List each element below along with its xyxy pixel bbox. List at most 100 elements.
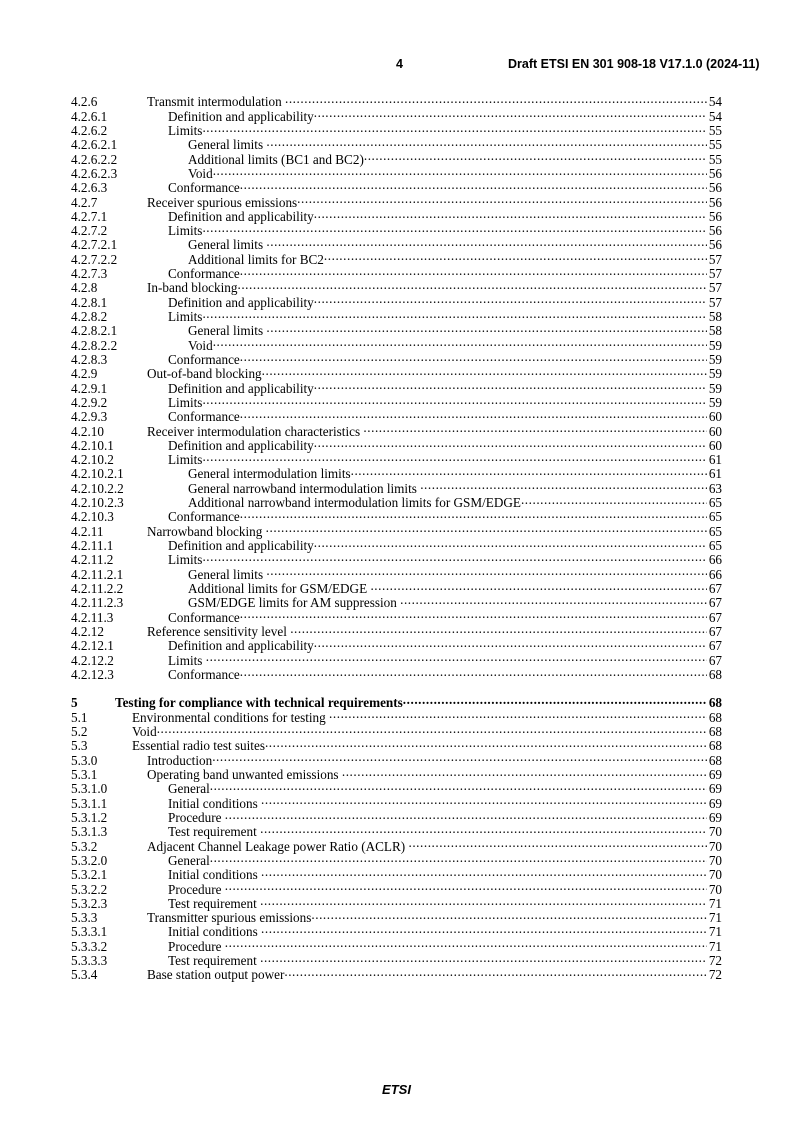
toc-entry-title: General narrowband intermodulation limit… xyxy=(188,480,417,496)
toc-entry[interactable]: 4.2.6.2.3 Void 56 xyxy=(71,164,722,181)
toc-entry[interactable]: 5.3.2.3 Test requirement 71 xyxy=(71,894,722,911)
toc-entry-number: 4.2.9.3 xyxy=(71,409,108,425)
toc-dot-leader xyxy=(260,822,707,836)
toc-entry-title: Conformance xyxy=(168,266,240,282)
toc-entry[interactable]: 5.3.3.2 Procedure 71 xyxy=(71,936,722,953)
toc-entry[interactable]: 4.2.6.2 Limits 55 xyxy=(71,121,722,138)
toc-entry[interactable]: 4.2.7 Receiver spurious emissions 56 xyxy=(71,192,722,209)
toc-entry[interactable]: 4.2.7.2 Limits 56 xyxy=(71,221,722,238)
toc-entry[interactable]: 5.3.3.3 Test requirement 72 xyxy=(71,951,722,969)
toc-entry[interactable]: 5.3.1.2 Procedure 69 xyxy=(71,808,722,825)
toc-entry[interactable]: 4.2.12 Reference sensitivity level 67 xyxy=(71,622,722,639)
toc-entry[interactable]: 5.3.1.0 General 69 xyxy=(71,779,722,796)
toc-entry[interactable]: 4.2.8.2.2 Void 59 xyxy=(71,335,722,352)
toc-entry[interactable]: 4.2.10 Receiver intermodulation character… xyxy=(71,421,722,438)
toc-entry[interactable]: 4.2.10.2.3 Additional narrowband intermod… xyxy=(71,493,722,510)
toc-entry[interactable]: 4.2.9 Out-of-band blocking 59 xyxy=(71,364,722,382)
toc-entry-page-number: 59 xyxy=(708,394,722,410)
toc-entry[interactable]: 4.2.12.3 Conformance 68 xyxy=(71,665,722,682)
toc-entry[interactable]: 5.3.2.0 General 70 xyxy=(71,851,722,868)
toc-entry-page-number: 68 xyxy=(708,695,722,711)
toc-entry-page-number: 71 xyxy=(708,924,722,940)
toc-entry[interactable]: 4.2.10.2 Limits 61 xyxy=(71,450,722,467)
toc-dot-leader xyxy=(364,149,707,163)
toc-entry[interactable]: 4.2.6.3 Conformance 56 xyxy=(71,178,722,195)
toc-entry[interactable]: 4.2.6 Transmit intermodulation 54 xyxy=(71,92,722,109)
toc-entry-title: Limits xyxy=(168,122,203,138)
toc-entry[interactable]: 4.2.10.2.1 General intermodulation limits… xyxy=(71,464,722,481)
toc-dot-leader xyxy=(260,894,707,908)
toc-entry[interactable]: 4.2.7.3 Conformance 57 xyxy=(71,264,722,282)
toc-dot-leader xyxy=(314,636,707,650)
toc-entry-page-number: 59 xyxy=(708,337,722,353)
toc-entry[interactable]: 4.2.8.2 Limits 58 xyxy=(71,307,722,324)
toc-entry-title: Test requirement xyxy=(168,824,257,840)
toc-dot-leader xyxy=(408,836,707,850)
toc-entry-page-number: 57 xyxy=(708,294,722,310)
toc-dot-leader xyxy=(240,507,707,521)
toc-entry[interactable]: 4.2.11.2.2 Additional limits for GSM/EDGE… xyxy=(71,579,722,596)
toc-entry-title: Test requirement xyxy=(168,953,257,969)
toc-entry[interactable]: 4.2.7.2.1 General limits 56 xyxy=(71,235,722,253)
toc-dot-leader xyxy=(314,436,707,450)
toc-entry[interactable]: 4.2.10.2.2 General narrowband intermodula… xyxy=(71,478,722,495)
toc-entry[interactable]: 5 Testing for compliance with technical r… xyxy=(71,693,722,711)
toc-entry-number: 4.2.7 xyxy=(71,194,98,210)
toc-dot-leader xyxy=(240,665,707,679)
toc-dot-leader xyxy=(202,121,707,135)
toc-dot-leader xyxy=(400,593,707,607)
toc-entry[interactable]: 4.2.11.2.3 GSM/EDGE limits for AM suppres… xyxy=(71,593,722,610)
toc-entry-page-number: 72 xyxy=(708,953,722,969)
toc-entry-number: 5.3.1 xyxy=(71,767,98,782)
toc-entry[interactable]: 4.2.10.3 Conformance 65 xyxy=(71,507,722,524)
toc-entry-page-number: 56 xyxy=(708,194,722,210)
toc-entry[interactable]: 4.2.6.2.2 Additional limits (BC1 and BC2)… xyxy=(71,149,722,166)
toc-entry[interactable]: 5.3.2.2 Procedure 70 xyxy=(71,879,722,896)
toc-entry-number: 4.2.8.2 xyxy=(71,309,108,324)
toc-entry-number: 4.2.7.1 xyxy=(71,208,108,224)
toc-entry[interactable]: 4.2.8 In-band blocking 57 xyxy=(71,278,722,295)
toc-dot-leader xyxy=(202,450,707,464)
toc-entry[interactable]: 5.2 Void 68 xyxy=(71,722,722,739)
toc-entry[interactable]: 4.2.11.2.1 General limits 66 xyxy=(71,564,722,581)
toc-entry[interactable]: 5.3.2 Adjacent Channel Leakage power Rati… xyxy=(71,836,722,853)
toc-entry-page-number: 58 xyxy=(708,309,722,324)
toc-entry[interactable]: 4.2.6.2.1 General limits 55 xyxy=(71,135,722,153)
toc-entry-number: 5.3.3 xyxy=(71,910,98,926)
toc-dot-leader xyxy=(225,879,707,893)
toc-entry-title: Procedure xyxy=(168,809,222,825)
toc-entry-number: 4.2.7.2.1 xyxy=(71,237,118,253)
toc-dot-leader xyxy=(206,650,707,664)
toc-entry[interactable]: 5.3.4 Base station output power 72 xyxy=(71,965,722,982)
toc-entry[interactable]: 4.2.9.2 Limits 59 xyxy=(71,393,722,410)
toc-entry[interactable]: 4.2.12.2 Limits 67 xyxy=(71,650,722,667)
toc-entry[interactable]: 4.2.11.3 Conformance 67 xyxy=(71,607,722,624)
toc-entry[interactable]: 5.3.1.3 Test requirement 70 xyxy=(71,822,722,840)
toc-entry-number: 5.3.2.2 xyxy=(71,881,108,897)
toc-entry[interactable]: 4.2.8.3 Conformance 59 xyxy=(71,350,722,367)
toc-entry[interactable]: 4.2.11.2 Limits 66 xyxy=(71,550,722,567)
toc-entry-number: 4.2.10.1 xyxy=(71,437,114,453)
toc-entry[interactable]: 5.3.0 Introduction 68 xyxy=(71,750,722,767)
toc-entry[interactable]: 4.2.9.3 Conformance 60 xyxy=(71,407,722,425)
toc-entry-number: 4.2.9 xyxy=(71,366,98,382)
toc-entry-number: 4.2.6.2.1 xyxy=(71,137,118,153)
toc-entry[interactable]: 4.2.11 Narrowband blocking 65 xyxy=(71,521,722,538)
toc-entry-number: 5.3.1.2 xyxy=(71,809,108,825)
